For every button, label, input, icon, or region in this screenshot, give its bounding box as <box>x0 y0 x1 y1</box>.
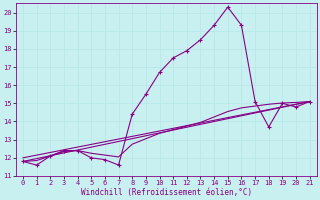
X-axis label: Windchill (Refroidissement éolien,°C): Windchill (Refroidissement éolien,°C) <box>81 188 252 197</box>
